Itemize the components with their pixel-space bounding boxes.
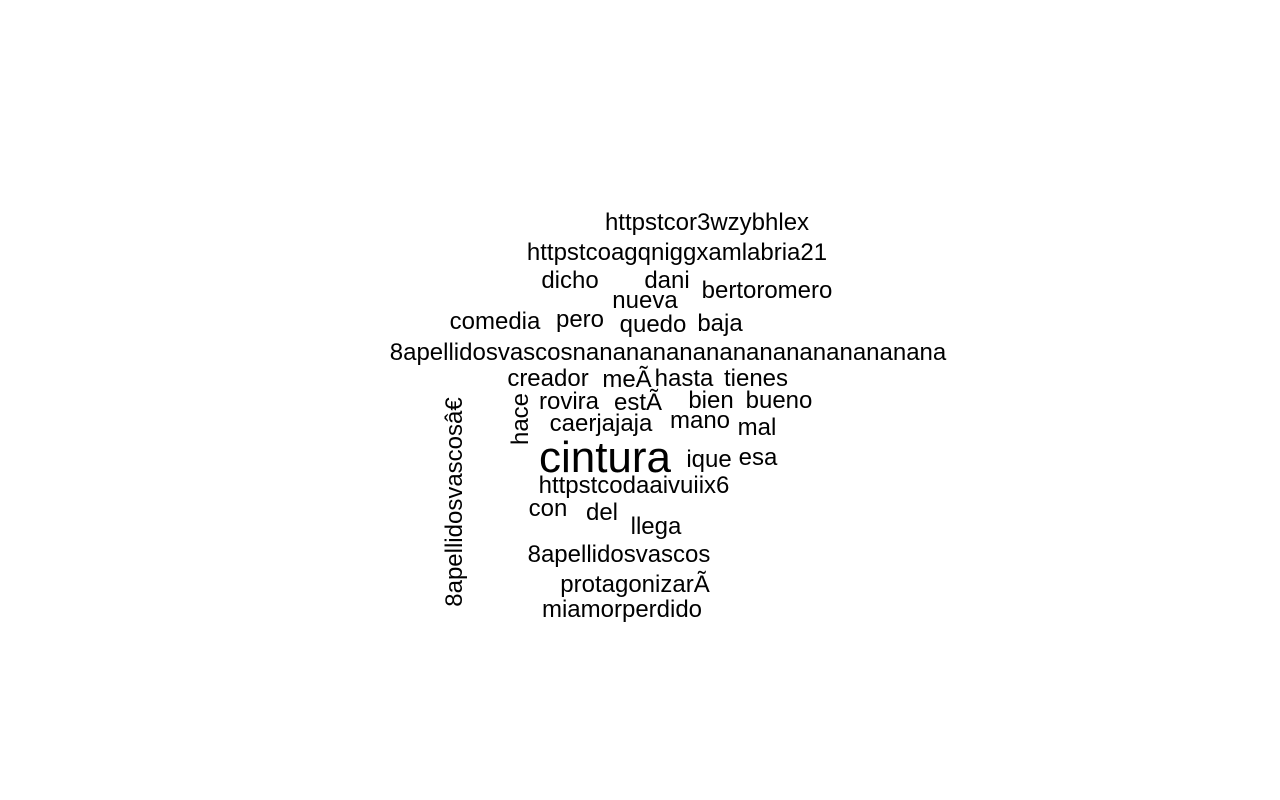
word-mal: mal — [737, 414, 777, 441]
word-bertoromero: bertoromero — [701, 277, 833, 304]
word-esta: estÃ — [613, 389, 663, 416]
word-nueva: nueva — [612, 287, 678, 314]
word-protagonizara: protagonizarÃ — [560, 571, 710, 598]
word-httpstcor3wzybhlex: httpstcor3wzybhlex — [604, 209, 810, 236]
word-con: con — [528, 495, 568, 522]
word-dani: dani — [644, 267, 690, 294]
word-8apellidosvascosnana: 8apellidosvascosnananananananananananana… — [389, 339, 947, 366]
word-quedo: quedo — [619, 311, 687, 338]
word-del: del — [585, 499, 619, 526]
word-rovira: rovira — [538, 388, 600, 415]
word-miamorperdido: miamorperdido — [541, 596, 703, 623]
word-pero: pero — [555, 306, 605, 333]
word-8apellidosvascosae: 8apellidosvascosâ€ — [441, 397, 468, 607]
word-hace: hace — [507, 392, 534, 446]
word-ique: ique — [686, 446, 732, 473]
word-bueno: bueno — [745, 387, 813, 414]
word-httpstcodaaivuiix6: httpstcodaaivuiix6 — [538, 472, 730, 499]
word-cintura: cintura — [538, 433, 672, 482]
word-dicho: dicho — [541, 267, 599, 294]
word-comedia: comedia — [449, 308, 541, 335]
word-llega: llega — [630, 513, 682, 540]
word-mano: mano — [669, 407, 731, 434]
word-bien: bien — [688, 387, 734, 414]
word-me: meÃ — [602, 366, 652, 393]
word-httpstcoagqniggxamlabria21: httpstcoagqniggxamlabria21 — [526, 239, 828, 266]
word-8apellidosvascos: 8apellidosvascos — [527, 541, 711, 568]
word-hasta: hasta — [654, 365, 714, 392]
word-esa: esa — [738, 444, 778, 471]
word-creador: creador — [507, 365, 589, 392]
word-caerjajaja: caerjajaja — [549, 410, 653, 437]
word-tienes: tienes — [723, 365, 789, 392]
word-baja: baja — [697, 310, 743, 337]
